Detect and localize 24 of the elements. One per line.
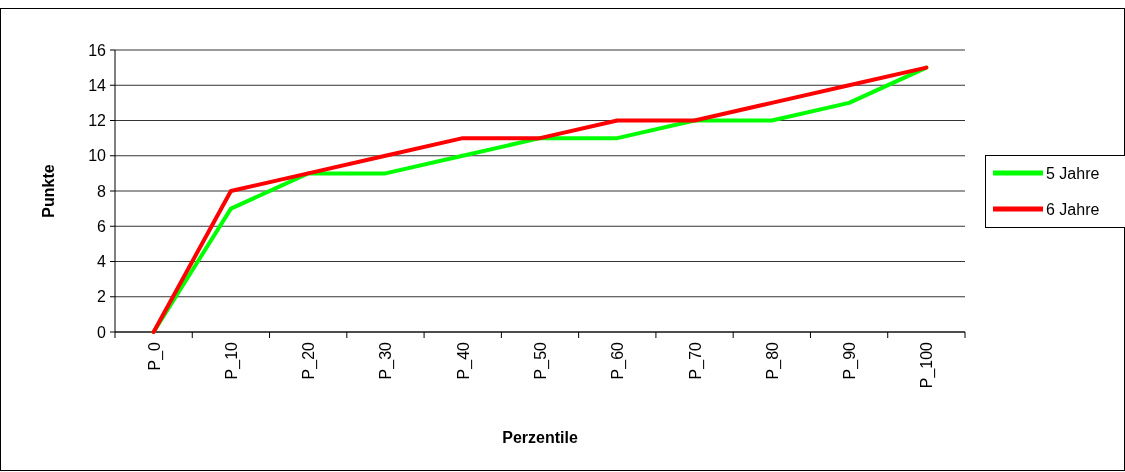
y-tick-label: 4: [97, 253, 107, 271]
x-tick-label: P_100: [918, 341, 937, 389]
x-tick-label: P_60: [609, 341, 628, 380]
x-tick-label: P_40: [454, 341, 473, 380]
y-tick-label: 16: [88, 41, 107, 59]
y-tick-label: 10: [88, 147, 107, 165]
legend-label: 6 Jahre: [1046, 200, 1100, 218]
y-axis-title: Punkte: [40, 164, 57, 218]
y-tick-label: 12: [88, 112, 107, 130]
y-tick-label: 0: [97, 323, 107, 341]
x-tick-label: P_30: [377, 341, 396, 380]
legend-label: 5 Jahre: [1046, 164, 1100, 182]
x-tick-label: P_0: [145, 341, 164, 371]
x-tick-label: P_80: [763, 341, 782, 380]
y-tick-label: 8: [97, 182, 107, 200]
x-tick-label: P_70: [686, 341, 705, 380]
x-tick-label: P_90: [841, 341, 860, 380]
y-tick-label: 14: [88, 76, 107, 94]
y-tick-label: 6: [97, 217, 107, 235]
y-tick-label: 2: [97, 288, 107, 306]
x-tick-label: P_50: [532, 341, 550, 380]
x-tick-label: P_10: [222, 341, 241, 380]
x-axis-title: Perzentile: [502, 429, 578, 446]
x-tick-label: P_20: [300, 341, 319, 380]
